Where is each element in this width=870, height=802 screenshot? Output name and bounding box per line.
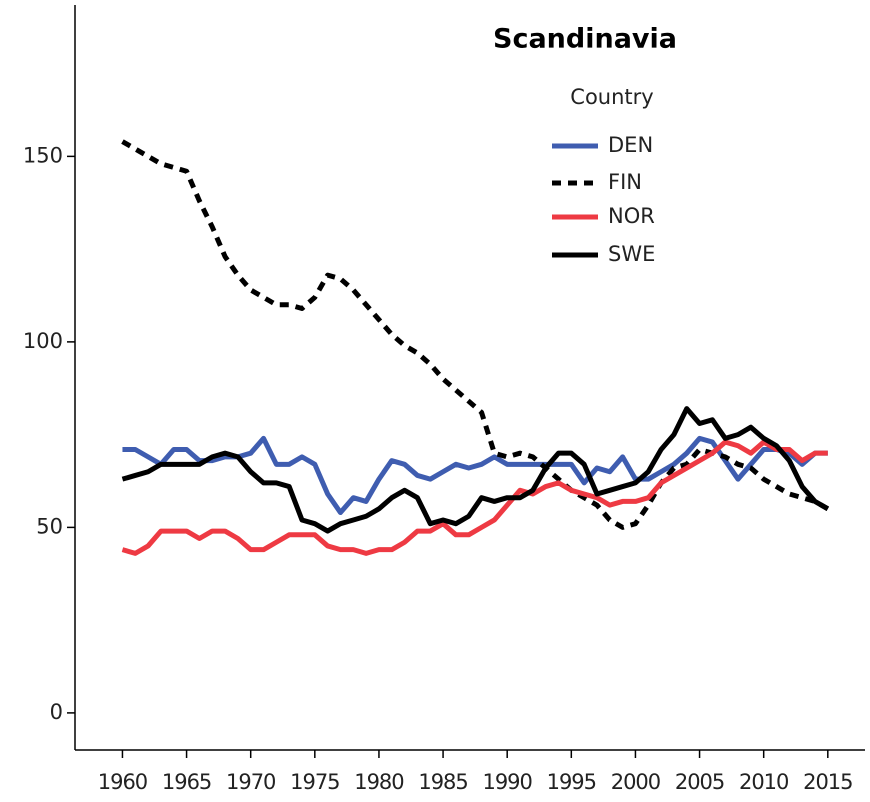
x-tick-label: 2015 bbox=[803, 770, 852, 794]
x-tick-label: 1990 bbox=[482, 770, 531, 794]
y-tick-label: 100 bbox=[23, 329, 63, 353]
legend-title: Country bbox=[570, 85, 653, 109]
x-tick-label: 1980 bbox=[354, 770, 403, 794]
series-line bbox=[121, 139, 830, 530]
chart-title: Scandinavia bbox=[493, 24, 677, 55]
x-tick-label: 1960 bbox=[98, 770, 147, 794]
series-line bbox=[121, 406, 830, 534]
legend-label: SWE bbox=[608, 242, 655, 266]
x-tick-label: 2005 bbox=[675, 770, 724, 794]
x-tick-label: 2000 bbox=[611, 770, 660, 794]
x-tick-label: 1970 bbox=[226, 770, 275, 794]
x-tick-label: 1975 bbox=[290, 770, 339, 794]
x-tick-label: 1965 bbox=[162, 770, 211, 794]
x-tick-label: 2010 bbox=[739, 770, 788, 794]
y-tick-label: 150 bbox=[23, 143, 63, 167]
series-line bbox=[121, 439, 828, 556]
x-tick-label: 1985 bbox=[418, 770, 467, 794]
y-tick-label: 0 bbox=[50, 700, 63, 724]
x-tick-label: 1995 bbox=[547, 770, 596, 794]
legend-label: FIN bbox=[608, 170, 642, 194]
series-line bbox=[122, 435, 828, 516]
legend-label: DEN bbox=[608, 133, 653, 157]
legend-label: NOR bbox=[608, 204, 655, 228]
y-tick-label: 50 bbox=[36, 514, 63, 538]
